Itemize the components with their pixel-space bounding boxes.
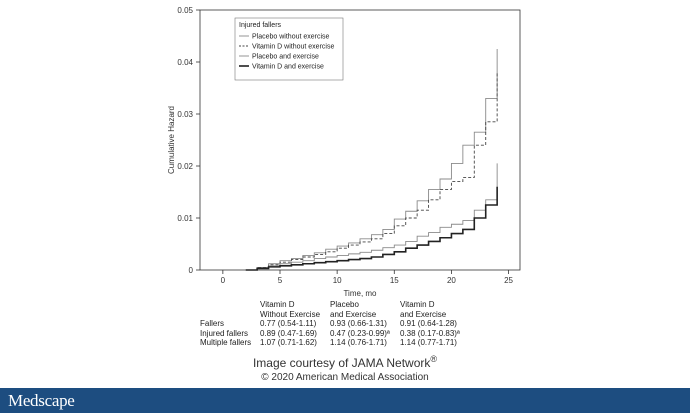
table-header-cell: Placebo and Exercise	[330, 300, 400, 319]
table-header-cell: Vitamin D and Exercise	[400, 300, 480, 319]
x-tick-label: 10	[333, 276, 342, 285]
table-header-row: Vitamin D Without Exercise Placebo and E…	[200, 300, 480, 319]
table-cell: 0.47 (0.23-0.99)ª	[330, 328, 390, 338]
y-tick-label: 0.04	[177, 58, 193, 67]
legend-entry: Vitamin D without exercise	[252, 44, 334, 51]
image-credit: Image courtesy of JAMA Network®	[0, 354, 690, 370]
header-line: Vitamin D	[260, 300, 295, 309]
y-tick-label: 0.03	[177, 110, 193, 119]
table-cell: 1.14 (0.76-1.71)	[330, 338, 387, 347]
x-tick-label: 0	[221, 276, 226, 285]
hazard-ratio-table: Vitamin D Without Exercise Placebo and E…	[200, 300, 480, 348]
table-row: Injured fallers 0.89 (0.47-1.69) 0.47 (0…	[200, 329, 480, 339]
y-tick-label: 0.01	[177, 214, 193, 223]
y-tick-label: 0.05	[177, 6, 193, 15]
header-line: Without Exercise	[260, 309, 321, 319]
table-row: Fallers 0.77 (0.54-1.11) 0.93 (0.66-1.31…	[200, 319, 480, 329]
table-header-cell: Vitamin D Without Exercise	[260, 300, 330, 319]
cumulative-hazard-chart: 0 0.01 0.02 0.03 0.04 0.05 0 5 10 15 20 25 Time, mo C…	[167, 6, 521, 298]
series-line	[245, 186, 498, 271]
table-row-label: Multiple fallers	[200, 338, 252, 347]
table-cell: 0.91 (0.64-1.28)	[400, 319, 457, 328]
x-tick-label: 20	[447, 276, 456, 285]
footer-bar: Medscape	[0, 388, 690, 413]
y-tick-label: 0	[189, 266, 194, 275]
table-row-label: Fallers	[200, 319, 225, 328]
x-axis-title: Time, mo	[343, 289, 377, 298]
x-tick-label: 5	[278, 276, 283, 285]
legend-title: Injured fallers	[239, 22, 282, 29]
series-line	[245, 72, 498, 271]
table-header-cell	[200, 300, 260, 319]
y-tick-label: 0.02	[177, 162, 193, 171]
copyright-notice: © 2020 American Medical Association	[261, 372, 429, 383]
series-line	[245, 163, 498, 271]
legend-entry: Vitamin D and exercise	[252, 64, 324, 71]
credit-text: Image courtesy of JAMA Network	[252, 356, 431, 370]
header-line: Placebo	[330, 300, 359, 309]
table-cell: 1.07 (0.71-1.62)	[260, 338, 317, 347]
table-row: Multiple fallers 1.07 (0.71-1.62) 1.14 (…	[200, 338, 480, 348]
table-cell: 0.77 (0.54-1.11)	[260, 319, 317, 328]
x-tick-label: 25	[504, 276, 513, 285]
legend-entry: Placebo and exercise	[252, 54, 319, 61]
table-cell: 0.93 (0.66-1.31)	[330, 319, 387, 328]
table-cell: 0.89 (0.47-1.69)	[260, 328, 317, 338]
x-tick-label: 15	[390, 276, 399, 285]
legend-entry: Placebo without exercise	[252, 34, 330, 41]
series-line	[245, 49, 498, 271]
y-axis-title: Cumulative Hazard	[167, 106, 176, 174]
registered-mark: ®	[430, 354, 438, 364]
legend-box	[234, 17, 344, 81]
medscape-logo[interactable]: Medscape	[8, 391, 75, 410]
header-line: Vitamin D	[400, 300, 435, 309]
header-line: and Exercise	[330, 309, 377, 319]
table-cell: 1.14 (0.77-1.71)	[400, 338, 457, 347]
table-row-label: Injured fallers	[200, 328, 249, 338]
header-line: and Exercise	[400, 309, 447, 319]
table-cell: 0.38 (0.17-0.83)ª	[400, 328, 460, 338]
plot-frame	[199, 9, 521, 271]
